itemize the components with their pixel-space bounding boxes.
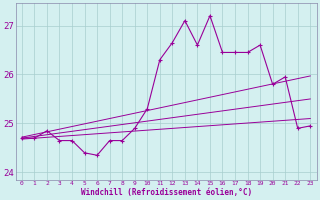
X-axis label: Windchill (Refroidissement éolien,°C): Windchill (Refroidissement éolien,°C) xyxy=(81,188,252,197)
